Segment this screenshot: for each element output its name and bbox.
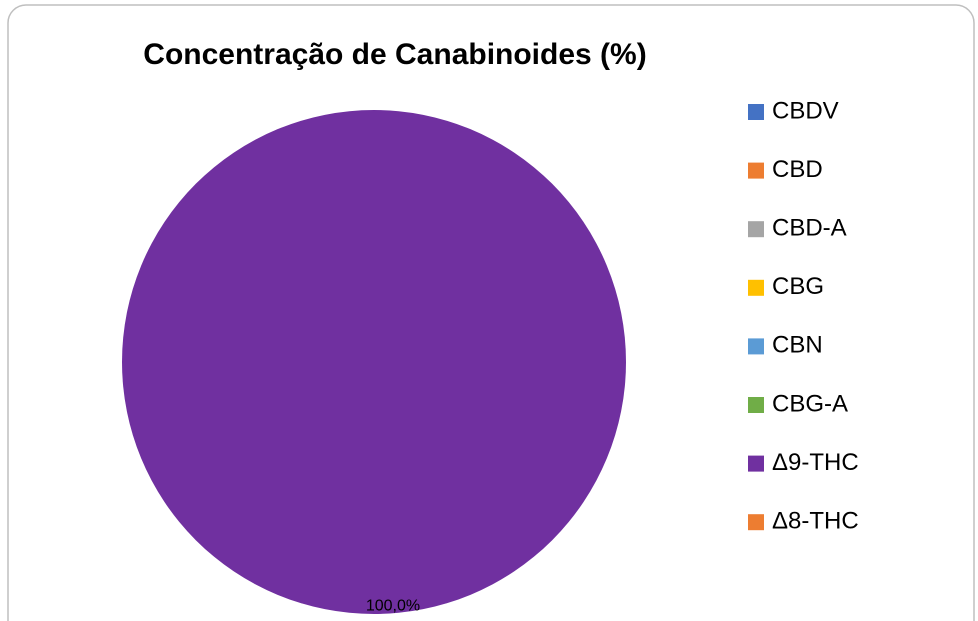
legend-swatch — [748, 397, 764, 413]
legend-label: CBD-A — [772, 215, 847, 242]
legend-label: Δ9-THC — [772, 449, 859, 476]
legend-label: CBDV — [772, 97, 839, 124]
legend-label: CBG-A — [772, 390, 848, 417]
legend-swatch — [748, 221, 764, 238]
legend-swatch — [748, 279, 764, 296]
legend-label: CBD — [772, 156, 823, 183]
chart-title: Concentração de Canabinoides (%) — [143, 38, 646, 71]
pie-slice — [122, 110, 626, 614]
legend-label: Δ8-THC — [772, 508, 859, 535]
legend-swatch — [748, 162, 764, 179]
legend-label: CBG — [772, 273, 824, 300]
data-label: 100,0% — [366, 598, 420, 615]
legend-swatch — [748, 514, 764, 531]
legend-swatch — [748, 104, 764, 120]
legend-label: CBN — [772, 332, 823, 359]
legend-swatch — [748, 455, 764, 472]
legend-swatch — [748, 338, 764, 355]
